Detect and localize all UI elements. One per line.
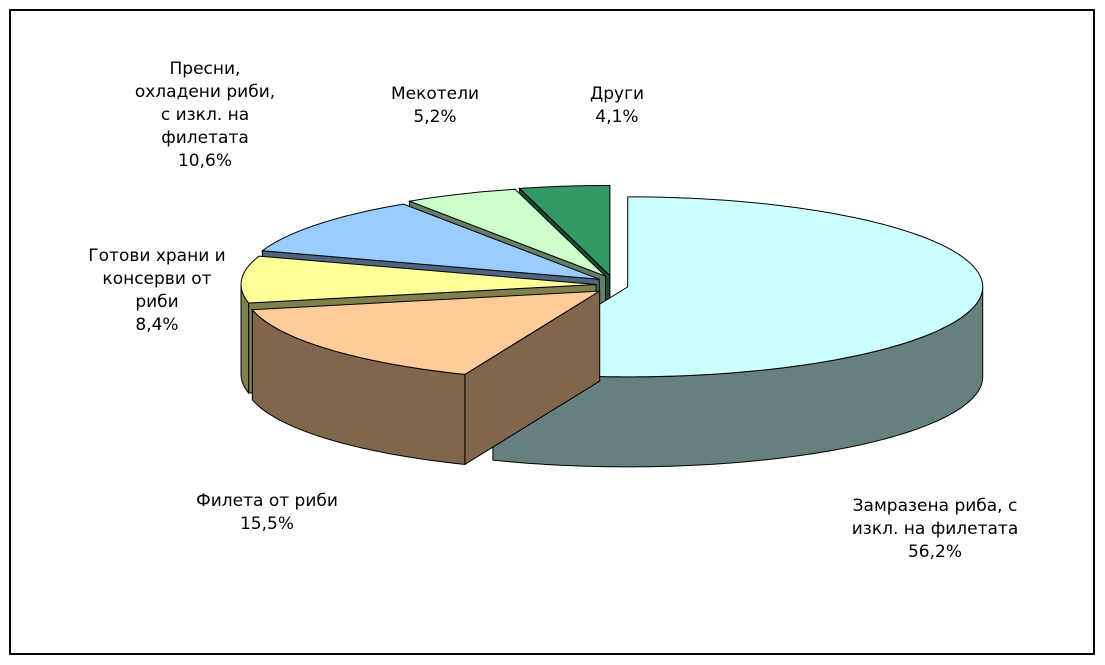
category-label: Готови храни и консерви от риби	[88, 246, 226, 312]
pie-slice	[240, 255, 597, 304]
pie-slice	[251, 290, 600, 375]
category-label: Пресни, охладени риби, с изкл. на филета…	[134, 59, 276, 148]
value-label: 8,4%	[135, 315, 179, 335]
category-label: Други	[589, 84, 645, 104]
category-label: Мекотели	[390, 84, 480, 104]
data-label: Пресни, охладени риби, с изкл. на филета…	[130, 58, 280, 173]
value-label: 15,5%	[239, 514, 294, 534]
chart-frame	[9, 9, 1095, 655]
pie-slice	[491, 196, 984, 378]
category-label: Филета от риби	[196, 491, 338, 511]
category-label: Замразена риба, с изкл. на филетата	[851, 496, 1019, 539]
value-label: 56,2%	[907, 542, 962, 562]
data-label: Мекотели 5,2%	[360, 83, 510, 129]
pie-slice	[261, 203, 600, 280]
data-label: Филета от риби 15,5%	[167, 490, 367, 536]
data-label: Замразена риба, с изкл. на филетата 56,2%	[848, 495, 1023, 564]
value-label: 4,1%	[595, 107, 639, 127]
value-label: 5,2%	[413, 107, 457, 127]
pie-slice	[407, 188, 606, 277]
data-label: Други 4,1%	[557, 83, 677, 129]
data-label: Готови храни и консерви от риби 8,4%	[81, 245, 233, 337]
value-label: 10,6%	[177, 151, 232, 171]
pie-slice	[518, 185, 611, 277]
